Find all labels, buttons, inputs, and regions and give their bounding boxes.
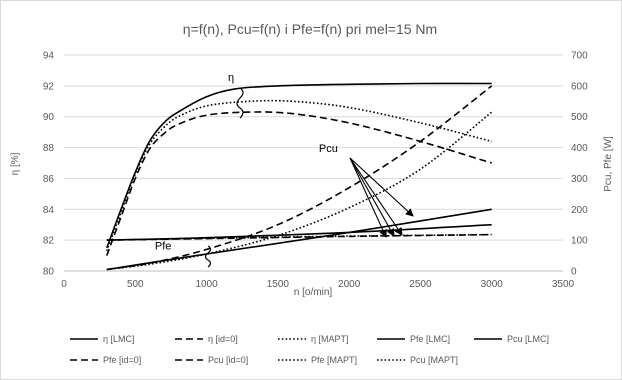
legend-entry: η [id=0] bbox=[208, 334, 238, 344]
series-lines bbox=[106, 82, 493, 271]
x-tick-label: 2500 bbox=[409, 279, 432, 290]
y2-tick-label: 200 bbox=[571, 205, 588, 216]
y-tick-label: 82 bbox=[43, 236, 55, 247]
pfe-brace bbox=[204, 245, 212, 268]
pcu-arrow bbox=[349, 157, 403, 236]
legend-entry: η [LMC] bbox=[103, 334, 135, 344]
annotation-eta: η bbox=[228, 72, 234, 84]
legend-entry: Pfe [MAPT] bbox=[311, 355, 357, 365]
y2-axis-title: Pcu, Pfe [W] bbox=[603, 136, 614, 192]
y2-tick-label: 400 bbox=[571, 143, 588, 154]
series-line-id-0 bbox=[106, 111, 492, 256]
annotation-pcu: Pcu bbox=[319, 143, 338, 155]
y-tick-label: 80 bbox=[43, 267, 55, 278]
annotation-pfe: Pfe bbox=[155, 240, 172, 252]
series-line-lmc bbox=[106, 82, 492, 249]
y-axis-title: η [%] bbox=[10, 152, 21, 175]
series-line-mapt bbox=[106, 99, 492, 252]
legend-entry: Pfe [LMC] bbox=[410, 334, 450, 344]
legend-entry: Pfe [id=0] bbox=[103, 355, 141, 365]
series-line-pfe-mapt bbox=[106, 233, 492, 241]
y-tick-label: 84 bbox=[43, 205, 55, 216]
pcu-arrow bbox=[349, 157, 414, 217]
series-line-pcu-id-0 bbox=[106, 85, 493, 271]
y2-tick-label: 500 bbox=[571, 112, 588, 123]
x-tick-label: 2000 bbox=[338, 279, 361, 290]
x-tick-label: 500 bbox=[127, 279, 144, 290]
pcu-arrow bbox=[349, 157, 387, 238]
annotations: η Pcu Pfe bbox=[155, 72, 414, 268]
x-tick-label: 1500 bbox=[267, 279, 290, 290]
x-axis-title: n [o/min] bbox=[294, 287, 333, 298]
x-tick-label: 1000 bbox=[195, 279, 218, 290]
legend-entry: Pcu [id=0] bbox=[208, 355, 248, 365]
y-tick-label: 90 bbox=[43, 112, 55, 123]
legend-entry: Pcu [MAPT] bbox=[410, 355, 458, 365]
y-tick-label: 86 bbox=[43, 174, 55, 185]
y-tick-label: 88 bbox=[43, 143, 55, 154]
y-tick-label: 92 bbox=[43, 81, 55, 92]
pcu-arrow bbox=[349, 157, 395, 237]
y2-tick-label: 0 bbox=[571, 267, 577, 278]
x-tick-label: 0 bbox=[61, 279, 67, 290]
y2-axis-ticks: 0 100 200 300 400 500 600 700 bbox=[571, 51, 588, 278]
y2-tick-label: 600 bbox=[571, 81, 588, 92]
series-line-pfe-id-0 bbox=[106, 233, 492, 241]
legend-entry: Pcu [LMC] bbox=[507, 334, 549, 344]
legend-entry: η [MAPT] bbox=[311, 334, 349, 344]
legend: η [LMC] η [id=0] η [MAPT] Pfe [LMC] Pcu [LMC… bbox=[70, 334, 549, 365]
y-tick-label: 94 bbox=[43, 51, 55, 62]
y-axis-ticks: 80 82 84 86 88 90 92 94 bbox=[43, 51, 55, 278]
chart-title: η=f(n), Pcu=f(n) i Pfe=f(n) pri mel=15 N… bbox=[183, 21, 437, 37]
y2-tick-label: 700 bbox=[571, 51, 588, 62]
y2-tick-label: 100 bbox=[571, 236, 588, 247]
y2-tick-label: 300 bbox=[571, 174, 588, 185]
eta-brace bbox=[236, 87, 244, 119]
series-line-pcu-mapt bbox=[106, 111, 493, 271]
x-axis-ticks: 0 500 1000 1500 2000 2500 3000 3500 bbox=[61, 279, 574, 290]
x-tick-label: 3000 bbox=[481, 279, 504, 290]
x-tick-label: 3500 bbox=[552, 279, 575, 290]
pcu-arrows bbox=[349, 157, 414, 238]
